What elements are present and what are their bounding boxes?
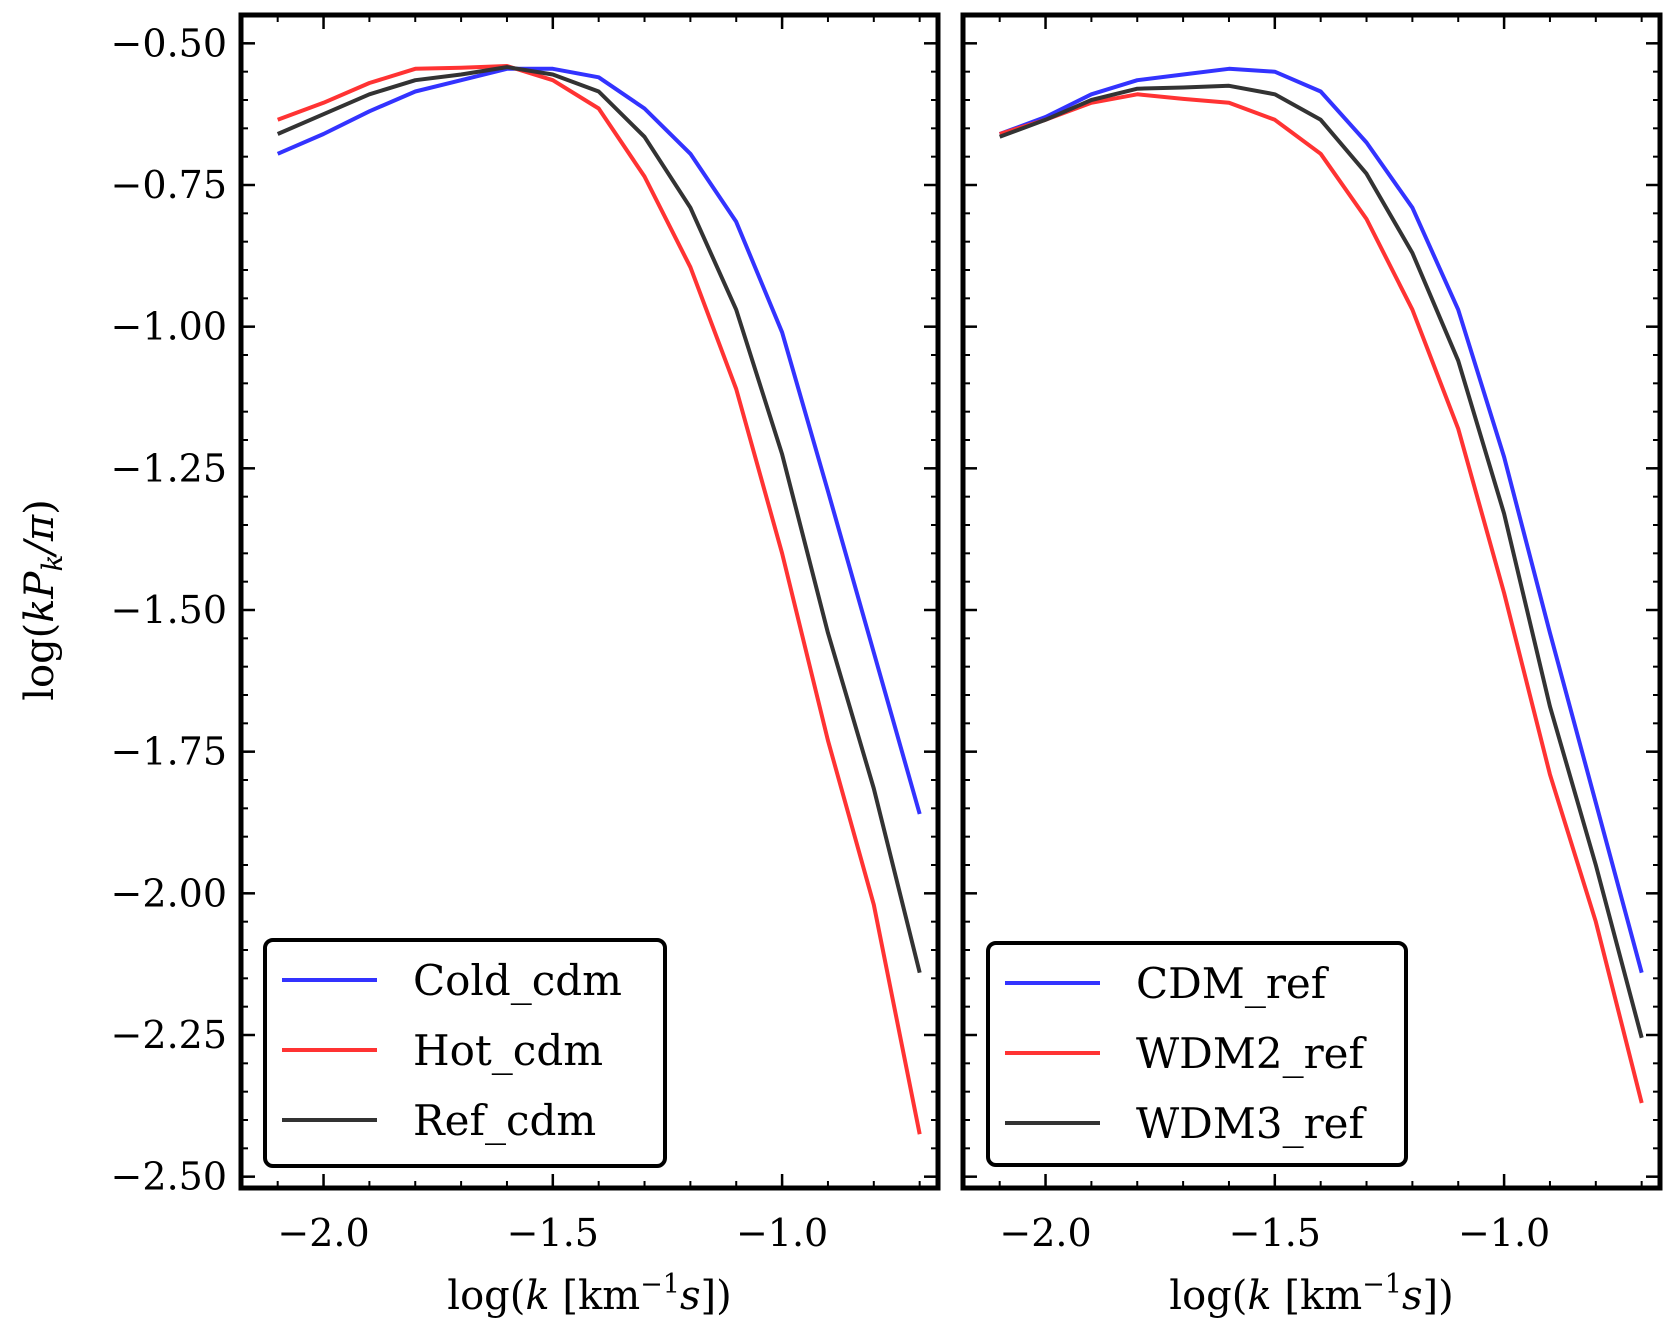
y-tick-label: −1.25 — [111, 446, 227, 490]
y-axis-label: log(kPk/π) — [17, 499, 69, 701]
x-tick-label: −1.0 — [1458, 1211, 1550, 1255]
plot-frame — [960, 12, 1663, 1191]
y-tick-label: −1.50 — [111, 588, 227, 632]
x-axis-label: log(k [km−1s]) — [447, 1269, 731, 1319]
plot-frame — [238, 12, 941, 1191]
series-line-wdm3-ref — [999, 83, 1644, 1039]
legend-label: Hot_cdm — [413, 1026, 603, 1075]
series-line-hot-cdm — [277, 64, 922, 1135]
series-line-cold-cdm — [276, 66, 922, 815]
series-line-wdm2-ref — [999, 92, 1644, 1104]
y-tick-label: −1.00 — [111, 305, 227, 349]
x-tick-label: −1.0 — [736, 1211, 828, 1255]
x-tick-label: −2.0 — [999, 1211, 1091, 1255]
series-group — [276, 64, 922, 1135]
series-line-ref-cdm — [276, 65, 922, 974]
legend: CDM_ref WDM2_ref WDM3_ref — [986, 941, 1408, 1167]
series-group — [999, 66, 1644, 1104]
y-tick-label: −2.50 — [111, 1155, 227, 1199]
y-tick-label: −2.25 — [111, 1013, 227, 1057]
left-panel: −0.50 −0.75 −1.00 −1.25 −1.50 −1.75 −2.00 −2.25… — [111, 12, 941, 1319]
legend-box — [263, 938, 667, 1168]
y-tick-label: −0.75 — [111, 163, 227, 207]
legend-box — [986, 941, 1408, 1167]
x-tick-label: −1.5 — [1229, 1211, 1321, 1255]
legend-label: Cold_cdm — [413, 956, 622, 1005]
x-tick-label: −1.5 — [507, 1211, 599, 1255]
legend-label: Ref_cdm — [413, 1096, 596, 1145]
y-tick-label: −0.50 — [111, 21, 227, 65]
legend-label: WDM3_ref — [1136, 1099, 1368, 1148]
y-tick-label: −1.75 — [111, 730, 227, 774]
legend: Cold_cdm Hot_cdm Ref_cdm — [263, 938, 667, 1168]
legend-label: CDM_ref — [1136, 959, 1330, 1008]
y-tick-label: −2.00 — [111, 871, 227, 915]
x-axis-label: log(k [km−1s]) — [1169, 1269, 1453, 1319]
legend-label: WDM2_ref — [1136, 1029, 1368, 1078]
x-tick-label: −2.0 — [277, 1211, 369, 1255]
series-line-cdm-ref — [999, 66, 1644, 974]
